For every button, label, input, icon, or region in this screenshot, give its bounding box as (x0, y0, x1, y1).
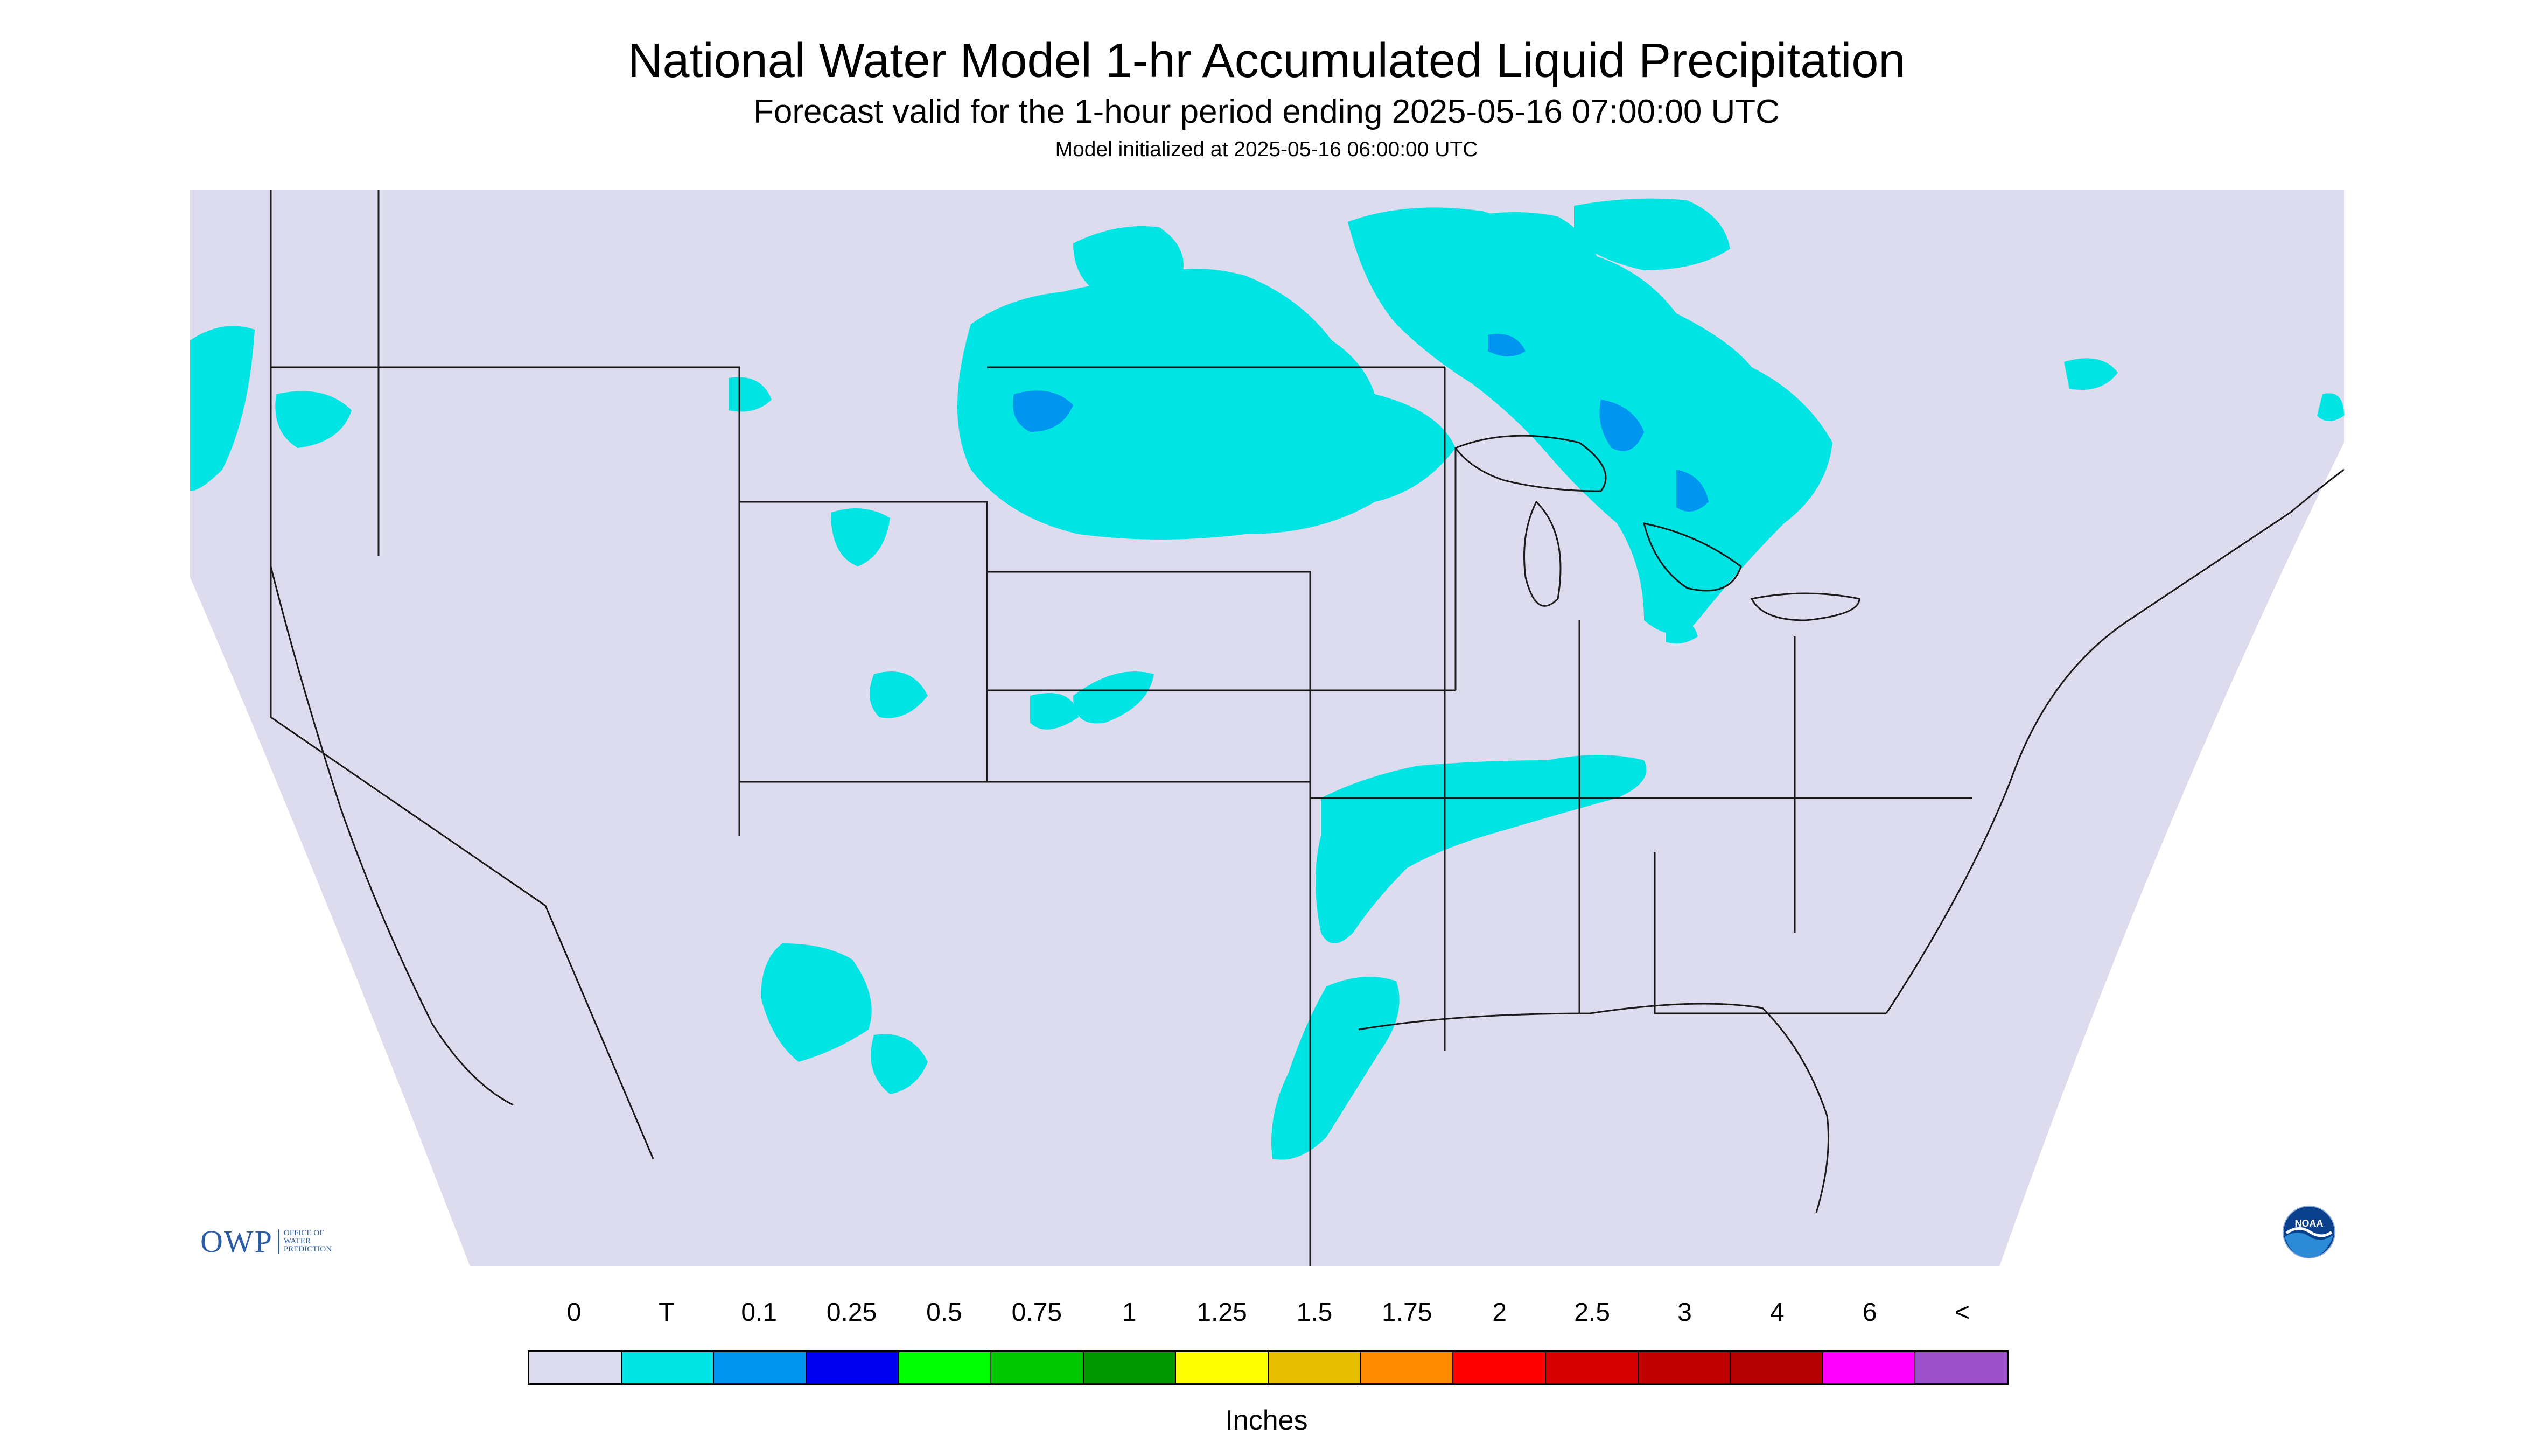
legend-label: 0.5 (926, 1298, 962, 1327)
legend-label: 2.5 (1574, 1298, 1610, 1327)
owp-logo-subtitle: OFFICE OF WATER PREDICTION (278, 1229, 332, 1254)
legend-label: 1 (1122, 1298, 1137, 1327)
precipitation-map (190, 190, 2344, 1266)
legend-swatch (899, 1352, 992, 1383)
map-title: National Water Model 1-hr Accumulated Li… (627, 34, 1906, 88)
legend-label: 0.75 (1011, 1298, 1062, 1327)
legend-swatch (1176, 1352, 1269, 1383)
legend-label: 0.25 (826, 1298, 877, 1327)
legend-labels: 0 T 0.1 0.25 0.5 0.75 1 1.25 1.5 1.75 2 2.5 3 4 6 < (0, 1298, 2533, 1335)
legend-swatch (1361, 1352, 1454, 1383)
legend-label: 1.5 (1296, 1298, 1333, 1327)
legend-swatch (1545, 1352, 1639, 1383)
legend-swatch (714, 1352, 807, 1383)
legend-label: 4 (1769, 1298, 1785, 1327)
state-boundaries (270, 190, 1972, 1266)
legend-label: 1.25 (1196, 1298, 1247, 1327)
noaa-logo: NOAA (2283, 1206, 2335, 1258)
map-subtitle: Forecast valid for the 1-hour period end… (753, 93, 1780, 130)
legend-label: 1.75 (1382, 1298, 1432, 1327)
legend-label: 6 (1862, 1298, 1877, 1327)
coastlines (270, 468, 2344, 1213)
great-lakes (1454, 435, 1860, 621)
legend-swatch (621, 1352, 715, 1383)
legend-swatch (1731, 1352, 1823, 1383)
owp-logo-text: OWP (200, 1224, 273, 1259)
legend-swatch (806, 1352, 899, 1383)
legend-color-bar (528, 1350, 2009, 1385)
noaa-logo-text: NOAA (2295, 1218, 2324, 1229)
legend-label: 0.1 (741, 1298, 778, 1327)
model-init-line: Model initialized at 2025-05-16 06:00:00… (1055, 138, 1478, 161)
legend-swatch (1083, 1352, 1177, 1383)
legend-swatch (1269, 1352, 1361, 1383)
legend-swatch (1638, 1352, 1731, 1383)
owp-logo: OWP OFFICE OF WATER PREDICTION (200, 1223, 332, 1259)
legend-swatch (1453, 1352, 1546, 1383)
legend-swatch (1915, 1352, 2007, 1383)
legend-swatch (991, 1352, 1084, 1383)
legend-swatch (1823, 1352, 1916, 1383)
legend-label: T (659, 1298, 675, 1327)
legend-label: 3 (1677, 1298, 1692, 1327)
legend-swatch (529, 1352, 622, 1383)
legend-label: < (1955, 1298, 1970, 1327)
legend-label: 2 (1492, 1298, 1507, 1327)
legend-label: 0 (566, 1298, 582, 1327)
legend-units-label: Inches (1225, 1405, 1308, 1436)
heavier-precipitation (1013, 334, 1709, 512)
